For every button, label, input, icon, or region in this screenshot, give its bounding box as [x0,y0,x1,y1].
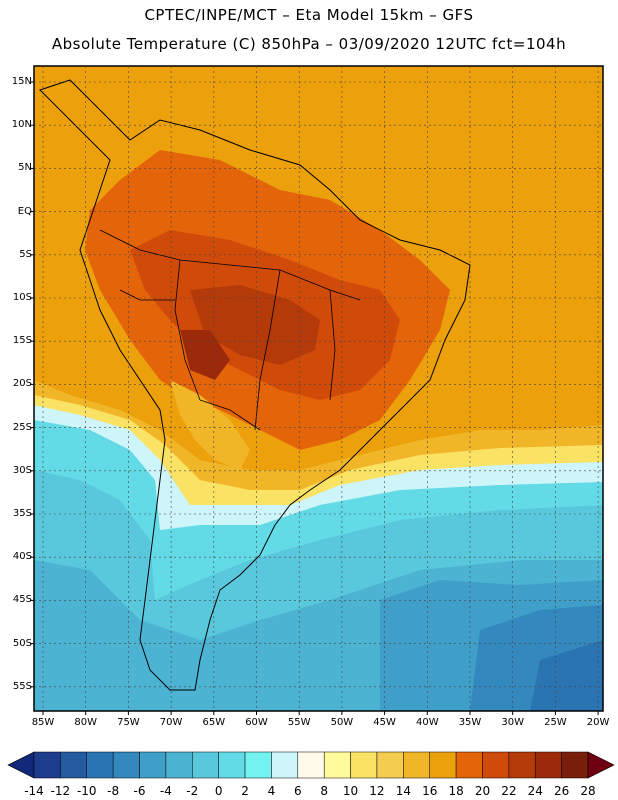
map-title-line-2: Absolute Temperature (C) 850hPa – 03/09/… [51,35,567,53]
colorbar-label: -6 [133,784,146,798]
colorbar-swatch [33,751,61,779]
colorbar-swatch [218,751,246,779]
colorbar-label: 8 [320,784,328,798]
latitude-label: 15S [12,335,32,347]
latitude-label: EQ [17,205,32,217]
longitude-label: 60W [245,717,268,728]
latitude-label: 50S [12,637,32,649]
colorbar-swatch [112,751,140,779]
longitude-label: 55W [287,717,311,728]
colorbar-swatch [376,751,404,779]
temperature-field [34,66,603,711]
longitude-label: 50W [330,717,354,728]
latitude-label: 10S [12,292,32,303]
colorbar-label: -12 [50,784,71,798]
colorbar-label: -8 [107,784,120,798]
colorbar-label: -14 [24,784,44,798]
country-borders [99,229,361,431]
latitude-label: 5S [19,248,32,260]
colorbar-swatch [165,751,193,779]
longitude-label: 85W [31,717,55,728]
colorbar-label: 4 [267,784,276,798]
colorbar-swatch [86,751,114,779]
longitude-label: 35W [458,717,482,728]
longitude-label: 75W [117,717,140,728]
latitude-label: 10N [11,119,32,131]
temperature-band-26 [180,330,230,380]
colorbar-swatch [139,751,167,779]
latitude-label: 15N [11,76,32,87]
colorbar-label: 22 [501,784,517,798]
latitude-label: 25S [12,421,32,433]
colorbar-over-arrow [587,751,615,779]
latitude-label: 35S [12,508,32,519]
latitude-label: 55S [12,680,32,692]
coastline [39,79,471,691]
colorbar-swatch [455,751,483,779]
colorbar-swatch [271,751,299,779]
longitude-label: 30W [501,717,524,728]
latitude-label: 40S [12,551,32,563]
longitude-label: 40W [415,717,439,728]
latitude-label: 45S [12,594,32,606]
colorbar-swatch [482,751,510,779]
colorbar-swatch [534,751,562,779]
longitude-label: 70W [159,717,183,728]
longitude-label: 45W [373,717,396,728]
colorbar [7,751,615,779]
colorbar-swatch [297,751,325,779]
colorbar-label: -10 [76,784,97,798]
latitude-label: 5N [18,162,32,174]
colorbar-label: 10 [342,784,359,798]
colorbar-label: 20 [474,784,491,798]
colorbar-label: -4 [159,784,172,798]
temperature-tongue [170,380,250,470]
longitude-label: 80W [74,717,97,728]
colorbar-label: 6 [293,784,302,798]
latitude-label: 20S [12,378,32,390]
colorbar-label: 12 [369,784,385,798]
longitude-label: 20W [586,717,610,728]
colorbar-under-arrow [7,751,35,779]
colorbar-label: 16 [422,784,438,798]
colorbar-swatch [403,751,430,779]
axis-ticks [30,81,599,715]
temperature-band-neg10 [530,640,603,711]
colorbar-label: 24 [527,784,543,798]
map-title-line-1: CPTEC/INPE/MCT – Eta Model 15km – GFS [144,6,474,24]
colorbar-label: 14 [395,784,411,798]
colorbar-swatch [192,751,219,779]
colorbar-label: 0 [214,784,223,798]
colorbar-swatch [561,751,589,779]
colorbar-label: 2 [241,784,249,798]
colorbar-label: 26 [553,784,570,798]
colorbar-swatch [244,751,272,779]
latitude-label: 30S [12,464,32,476]
colorbar-swatch [60,751,88,779]
colorbar-label: 18 [448,784,464,798]
colorbar-swatch [350,751,378,779]
map-frame [33,65,604,712]
longitude-label: 25W [544,717,567,728]
colorbar-label: -2 [186,784,199,798]
temperature-band-24 [190,285,320,365]
colorbar-swatch [508,751,536,779]
colorbar-swatch [429,751,457,779]
colorbar-swatch [323,751,351,779]
colorbar-label: 28 [580,784,596,798]
longitude-label: 65W [202,717,226,728]
